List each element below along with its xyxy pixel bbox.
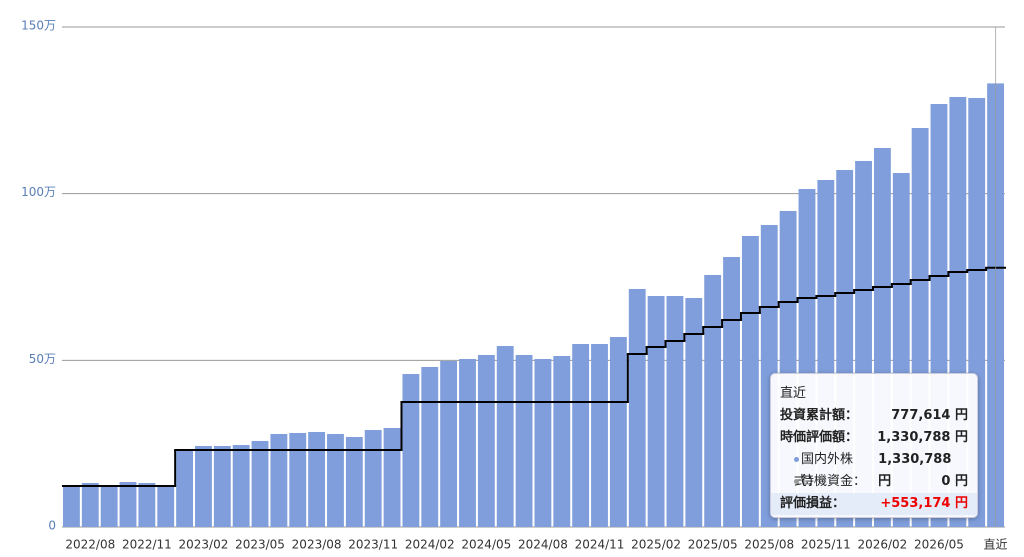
tooltip-row: 国内外株式： 1,330,788 円 [771,449,977,489]
x-tick-label: 2024/05 [461,538,511,552]
tooltip-value: +553,174 円 [880,496,968,511]
bar [364,430,382,527]
x-tick-label: 2026/05 [914,538,964,552]
bar [628,289,646,527]
bar [741,236,759,527]
tooltip-row: 投資累計額： 777,614 円 [771,405,977,427]
bar [704,275,722,527]
x-tick-label: 2022/08 [65,538,115,552]
tooltip-label: 評価損益： [780,496,846,511]
bar [100,485,118,527]
x-tick-label: 2025/02 [631,538,681,552]
x-tick-label: 2026/02 [857,538,907,552]
bar [666,296,684,527]
bar [289,433,307,527]
bar [63,485,80,527]
bar [176,449,194,527]
bar [553,356,571,527]
bar [345,437,363,527]
bar [440,361,458,527]
y-tick-label: 150万 [21,19,56,33]
x-tick-label: 2024/11 [575,538,625,552]
x-tick-label: 2023/05 [235,538,285,552]
bar [723,257,740,527]
bar [685,298,703,527]
x-tick-label: 2024/02 [405,538,455,552]
tooltip-row: 時価評価額： 1,330,788 円 [771,427,977,449]
x-tick-label: 直近 [984,538,1008,552]
tooltip-label: 国内外株式： [794,452,854,489]
x-tick-label: 2025/11 [801,538,851,552]
tooltip-label: 投資累計額： [780,408,859,423]
tooltip-value: 0 円 [941,474,968,489]
x-tick-label: 2022/11 [122,538,172,552]
bar [383,428,401,527]
tooltip-label: 待機資金： [801,474,867,489]
bar [195,446,212,527]
bar [572,344,590,527]
bar [591,344,608,527]
tooltip-value: 777,614 円 [891,408,968,423]
bar [327,434,344,527]
bar [534,359,552,527]
bar [459,359,476,527]
tooltip-title: 直近 [780,386,807,401]
bar [213,446,231,527]
tooltip-row: 待機資金： 0 円 [771,471,977,493]
bar [157,486,175,527]
y-tick-label: 0 [48,519,56,533]
bar [308,432,326,527]
x-tick-label: 2025/05 [688,538,738,552]
bar [515,355,533,527]
x-tick-label: 2023/11 [348,538,398,552]
x-tick-label: 2025/08 [744,538,794,552]
bar [421,367,439,527]
bar [609,337,627,527]
tooltip-label: 時価評価額： [780,430,859,445]
tooltip-value: 1,330,788 円 [877,430,968,445]
bar [477,355,495,527]
bar [496,346,514,527]
bar [251,441,269,527]
dot [794,457,799,462]
y-tick-label: 50万 [29,352,56,366]
dot [794,479,799,484]
bar [270,434,288,527]
bar [81,483,99,527]
x-tick-label: 2023/08 [292,538,342,552]
bar [138,483,156,527]
x-tick-label: 2023/02 [179,538,229,552]
tooltip-value: 1,330,788 円 [878,452,952,489]
y-tick-label: 100万 [21,185,56,199]
bar [119,482,137,527]
bar [402,374,420,527]
tooltip: 直近 投資累計額： 777,614 円 時価評価額： 1,330,788 円 国内外… [770,373,978,518]
bar [647,296,665,527]
bar [232,445,250,527]
tooltip-row: 評価損益： +553,174 円 [771,493,977,515]
x-tick-label: 2024/08 [518,538,568,552]
